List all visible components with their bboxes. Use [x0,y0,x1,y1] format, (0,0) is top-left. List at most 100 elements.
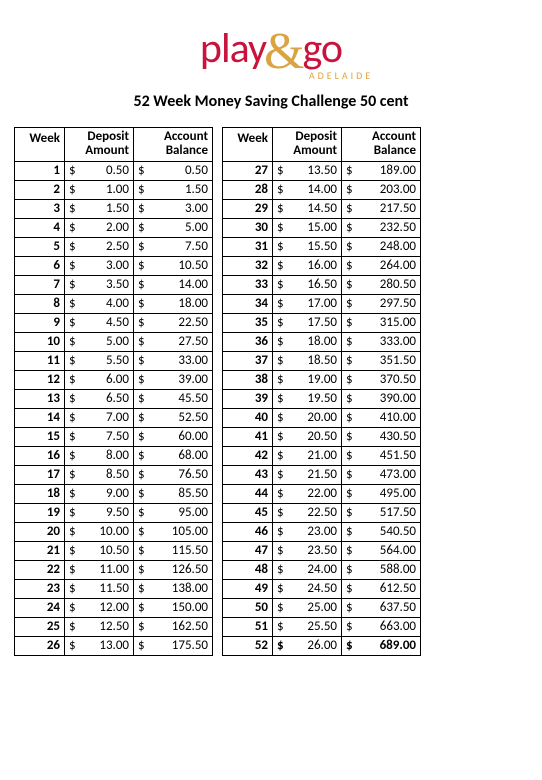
currency-cell: $ [273,218,287,237]
week-cell: 28 [223,180,273,199]
table-row: 1$0.50$0.5027$13.50$189.00 [15,161,421,180]
deposit-cell: 2.00 [79,218,134,237]
deposit-cell: 24.00 [287,560,342,579]
gap-cell [213,446,223,465]
gap-cell [213,503,223,522]
gap-cell [213,465,223,484]
currency-cell: $ [342,503,356,522]
gap-cell [213,389,223,408]
currency-cell: $ [134,294,148,313]
deposit-cell: 14.00 [287,180,342,199]
currency-cell: $ [342,370,356,389]
deposit-cell: 19.50 [287,389,342,408]
currency-cell: $ [134,237,148,256]
balance-cell: 52.50 [148,408,213,427]
gap-cell [213,351,223,370]
deposit-cell: 5.00 [79,332,134,351]
balance-cell: 517.50 [356,503,421,522]
deposit-cell: 20.00 [287,408,342,427]
week-cell: 27 [223,161,273,180]
balance-cell: 22.50 [148,313,213,332]
balance-cell: 473.00 [356,465,421,484]
week-cell: 31 [223,237,273,256]
deposit-cell: 2.50 [79,237,134,256]
deposit-cell: 21.00 [287,446,342,465]
balance-cell: 297.50 [356,294,421,313]
currency-cell: $ [65,408,79,427]
currency-cell: $ [65,636,79,655]
header-balance-left: Account Balance [134,128,213,162]
currency-cell: $ [342,332,356,351]
currency-cell: $ [342,408,356,427]
week-cell: 42 [223,446,273,465]
week-cell: 4 [15,218,65,237]
week-cell: 34 [223,294,273,313]
deposit-cell: 6.00 [79,370,134,389]
week-cell: 51 [223,617,273,636]
week-cell: 41 [223,427,273,446]
gap-cell [213,161,223,180]
currency-cell: $ [134,256,148,275]
balance-cell: 430.50 [356,427,421,446]
week-cell: 25 [15,617,65,636]
currency-cell: $ [342,598,356,617]
deposit-cell: 20.50 [287,427,342,446]
balance-cell: 280.50 [356,275,421,294]
deposit-cell: 8.00 [79,446,134,465]
table-row: 9$4.50$22.5035$17.50$315.00 [15,313,421,332]
balance-cell: 1.50 [148,180,213,199]
currency-cell: $ [273,617,287,636]
week-cell: 1 [15,161,65,180]
currency-cell: $ [134,446,148,465]
week-cell: 30 [223,218,273,237]
deposit-cell: 12.00 [79,598,134,617]
balance-cell: 588.00 [356,560,421,579]
currency-cell: $ [342,199,356,218]
table-row: 24$12.00$150.0050$25.00$637.50 [15,598,421,617]
table-row: 15$7.50$60.0041$20.50$430.50 [15,427,421,446]
week-cell: 40 [223,408,273,427]
gap-cell [213,484,223,503]
gap-cell [213,617,223,636]
header-deposit-left: Deposit Amount [65,128,134,162]
table-row: 19$9.50$95.0045$22.50$517.50 [15,503,421,522]
header-deposit-right: Deposit Amount [273,128,342,162]
balance-cell: 18.00 [148,294,213,313]
currency-cell: $ [342,313,356,332]
balance-cell: 232.50 [356,218,421,237]
balance-cell: 264.00 [356,256,421,275]
deposit-cell: 10.00 [79,522,134,541]
balance-cell: 663.00 [356,617,421,636]
currency-cell: $ [273,237,287,256]
table-row: 5$2.50$7.5031$15.50$248.00 [15,237,421,256]
table-row: 8$4.00$18.0034$17.00$297.50 [15,294,421,313]
currency-cell: $ [134,598,148,617]
currency-cell: $ [273,427,287,446]
currency-cell: $ [65,389,79,408]
week-cell: 6 [15,256,65,275]
gap-cell [213,408,223,427]
currency-cell: $ [134,484,148,503]
balance-cell: 5.00 [148,218,213,237]
table-row: 20$10.00$105.0046$23.00$540.50 [15,522,421,541]
balance-cell: 7.50 [148,237,213,256]
currency-cell: $ [65,484,79,503]
table-row: 17$8.50$76.5043$21.50$473.00 [15,465,421,484]
balance-cell: 637.50 [356,598,421,617]
currency-cell: $ [342,427,356,446]
table-row: 13$6.50$45.5039$19.50$390.00 [15,389,421,408]
balance-cell: 45.50 [148,389,213,408]
currency-cell: $ [342,389,356,408]
week-cell: 32 [223,256,273,275]
week-cell: 12 [15,370,65,389]
gap-cell [213,199,223,218]
currency-cell: $ [65,579,79,598]
balance-cell: 495.00 [356,484,421,503]
balance-cell: 390.00 [356,389,421,408]
balance-cell: 689.00 [356,636,421,655]
currency-cell: $ [273,180,287,199]
currency-cell: $ [342,579,356,598]
deposit-cell: 13.00 [79,636,134,655]
deposit-cell: 15.00 [287,218,342,237]
deposit-cell: 4.00 [79,294,134,313]
